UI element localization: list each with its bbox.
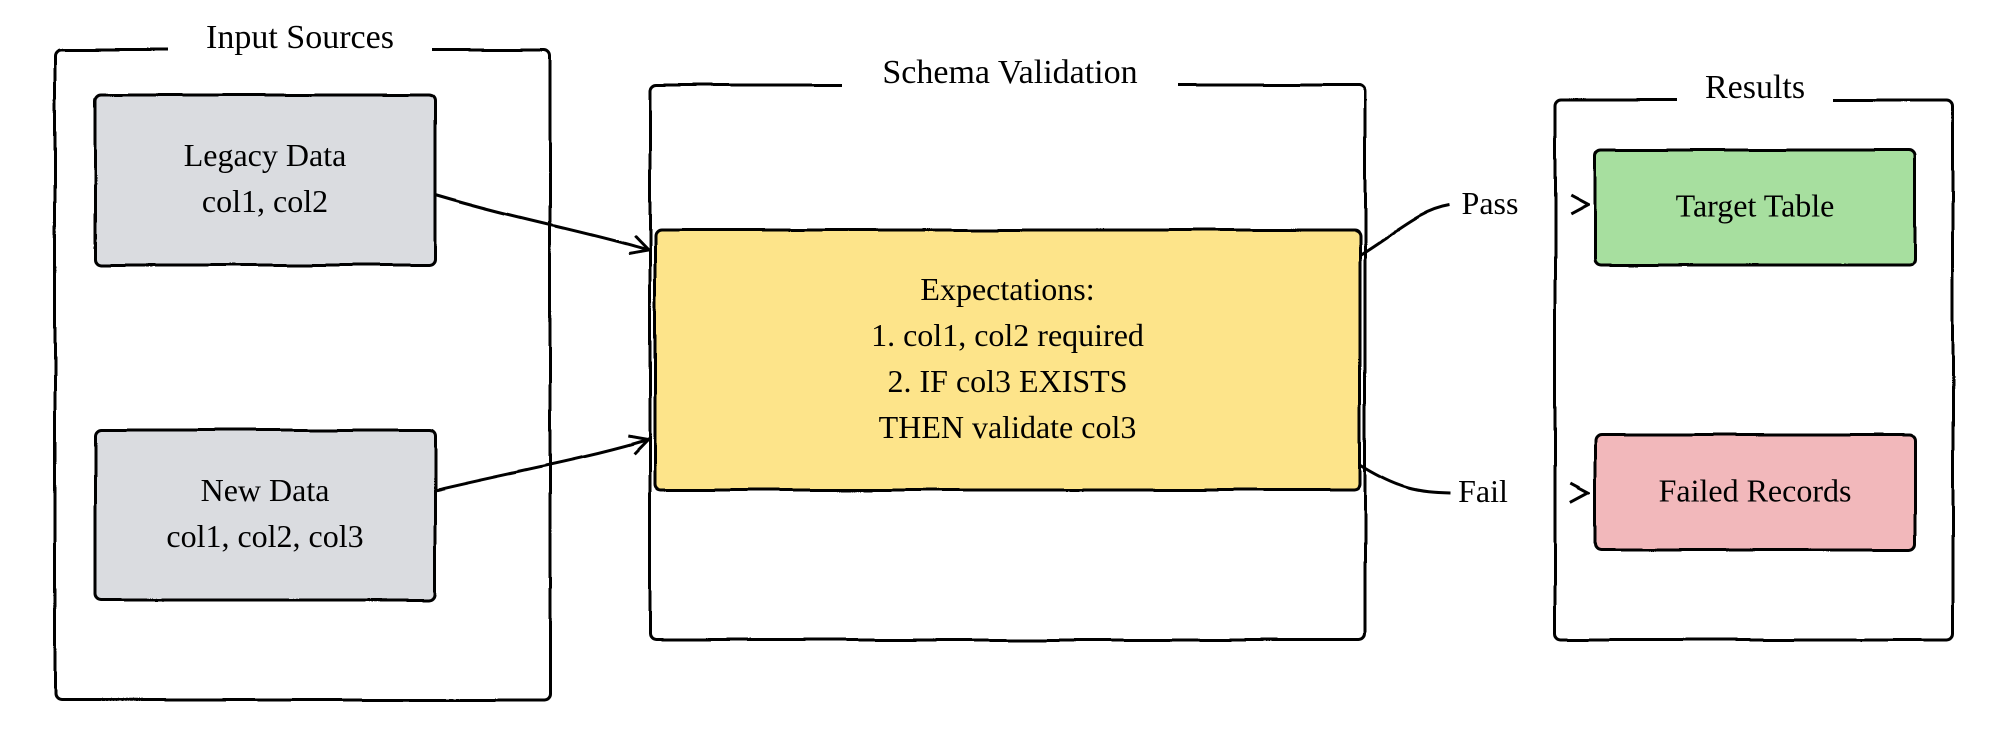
- node-failed-records: Failed Records: [1595, 435, 1915, 550]
- node-legacy-data: Legacy Datacol1, col2: [95, 95, 435, 265]
- node-expectations: Expectations:1. col1, col2 required2. IF…: [655, 230, 1360, 490]
- node-failed-records-text: Failed Records: [1659, 473, 1852, 509]
- edge-fail-label: Fail: [1458, 473, 1508, 509]
- edge-pass-label: Pass: [1462, 185, 1519, 221]
- node-legacy-data-box: [95, 95, 435, 265]
- edge-fail-line1: [1360, 465, 1450, 493]
- node-target-table: Target Table: [1595, 150, 1915, 265]
- group-schema-validation-label: Schema Validation: [882, 54, 1137, 91]
- edge-new-to-validation-line: [435, 440, 648, 490]
- diagram-canvas: Input Sources Schema Validation Results …: [0, 0, 1998, 736]
- node-new-data-box: [95, 430, 435, 600]
- group-input-sources-label: Input Sources: [206, 19, 394, 56]
- group-results-label: Results: [1705, 69, 1805, 106]
- node-expectations-box: [655, 230, 1360, 490]
- edge-legacy-to-validation: [435, 195, 648, 253]
- edge-pass-line1: [1360, 205, 1450, 255]
- node-new-data: New Datacol1, col2, col3: [95, 430, 435, 600]
- edge-legacy-to-validation-line: [435, 195, 648, 250]
- node-target-table-text: Target Table: [1676, 188, 1835, 224]
- edge-new-to-validation: [435, 437, 648, 490]
